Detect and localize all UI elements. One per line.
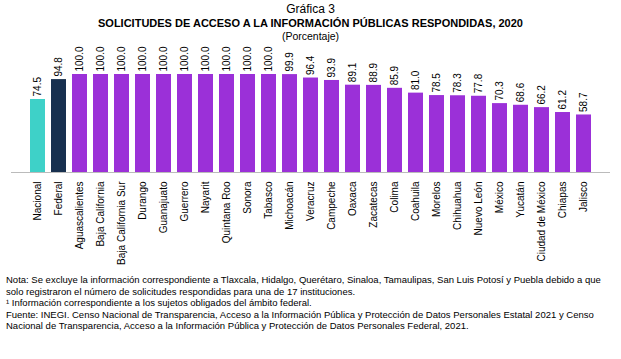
svg-text:77.8: 77.8 xyxy=(473,73,484,93)
html-text:Fuente: INEGI. Censo Nacional: Fuente: INEGI. Censo Nacional de Transpa… xyxy=(6,308,594,331)
svg-text:81.0: 81.0 xyxy=(410,70,421,90)
html-text:(Porcentaje): (Porcentaje) xyxy=(281,30,340,42)
svg-text:Durango: Durango xyxy=(137,181,148,220)
svg-text:Federal: Federal xyxy=(53,182,64,216)
svg-text:Oaxaca: Oaxaca xyxy=(347,181,358,216)
svg-text:Sonora: Sonora xyxy=(242,181,253,214)
svg-text:Michoacán: Michoacán xyxy=(284,182,295,230)
svg-text:Quintana Roo: Quintana Roo xyxy=(221,181,232,243)
svg-text:México: México xyxy=(494,181,505,213)
svg-text:100.0: 100.0 xyxy=(137,46,148,71)
svg-text:100.0: 100.0 xyxy=(95,46,106,71)
svg-text:Guerrero: Guerrero xyxy=(179,181,190,221)
svg-text:100.0: 100.0 xyxy=(74,46,85,71)
svg-text:Yucatán: Yucatán xyxy=(515,182,526,218)
svg-text:100.0: 100.0 xyxy=(158,46,169,71)
svg-text:58.7: 58.7 xyxy=(578,92,589,112)
html-text:Gráfica 3: Gráfica 3 xyxy=(286,2,335,16)
svg-text:74.5: 74.5 xyxy=(32,77,43,97)
svg-text:Baja California: Baja California xyxy=(95,181,106,246)
svg-text:100.0: 100.0 xyxy=(179,46,190,71)
svg-text:85.9: 85.9 xyxy=(389,65,400,85)
svg-text:Nuevo León: Nuevo León xyxy=(473,182,484,236)
html-text:¹ Información correspondiente: ¹ Información correspondiente a los suje… xyxy=(6,297,312,308)
svg-text:89.1: 89.1 xyxy=(347,62,358,82)
svg-text:Campeche: Campeche xyxy=(326,181,337,230)
svg-text:93.9: 93.9 xyxy=(326,58,337,78)
svg-text:99.9: 99.9 xyxy=(284,52,295,72)
svg-text:78.3: 78.3 xyxy=(452,73,463,93)
svg-text:Guanajuato: Guanajuato xyxy=(158,181,169,233)
svg-text:Chihuahua: Chihuahua xyxy=(452,181,463,230)
svg-text:Tabasco: Tabasco xyxy=(263,181,274,219)
svg-text:100.0: 100.0 xyxy=(242,46,253,71)
svg-text:100.0: 100.0 xyxy=(116,46,127,71)
svg-text:70.3: 70.3 xyxy=(494,81,505,101)
svg-text:94.8: 94.8 xyxy=(53,57,64,77)
svg-text:Colima: Colima xyxy=(389,181,400,213)
svg-text:Morelos: Morelos xyxy=(431,182,442,218)
svg-text:78.5: 78.5 xyxy=(431,73,442,93)
html-text:Nota: Se excluye la informació: Nota: Se excluye la información correspo… xyxy=(6,274,601,297)
svg-text:Ciudad de México: Ciudad de México xyxy=(536,181,547,261)
svg-text:Nacional: Nacional xyxy=(32,182,43,221)
svg-text:100.0: 100.0 xyxy=(200,46,211,71)
svg-text:Zacatecas: Zacatecas xyxy=(368,182,379,228)
svg-text:100.0: 100.0 xyxy=(263,46,274,71)
svg-text:96.4: 96.4 xyxy=(305,55,316,75)
svg-text:100.0: 100.0 xyxy=(221,46,232,71)
svg-text:Veracruz: Veracruz xyxy=(305,182,316,221)
html-text:SOLICITUDES DE ACCESO A LA INF: SOLICITUDES DE ACCESO A LA INFORMACIÓN P… xyxy=(98,17,523,29)
svg-text:Coahuila: Coahuila xyxy=(410,181,421,221)
svg-text:66.2: 66.2 xyxy=(536,85,547,105)
svg-text:61.2: 61.2 xyxy=(557,90,568,110)
svg-text:Chiapas: Chiapas xyxy=(557,182,568,219)
svg-text:Nayarit: Nayarit xyxy=(200,181,211,213)
svg-text:88.9: 88.9 xyxy=(368,62,379,82)
svg-text:Aguascalientes: Aguascalientes xyxy=(74,182,85,250)
svg-text:68.6: 68.6 xyxy=(515,82,526,102)
svg-text:Jalisco: Jalisco xyxy=(578,181,589,212)
svg-text:Baja California Sur: Baja California Sur xyxy=(116,181,127,265)
